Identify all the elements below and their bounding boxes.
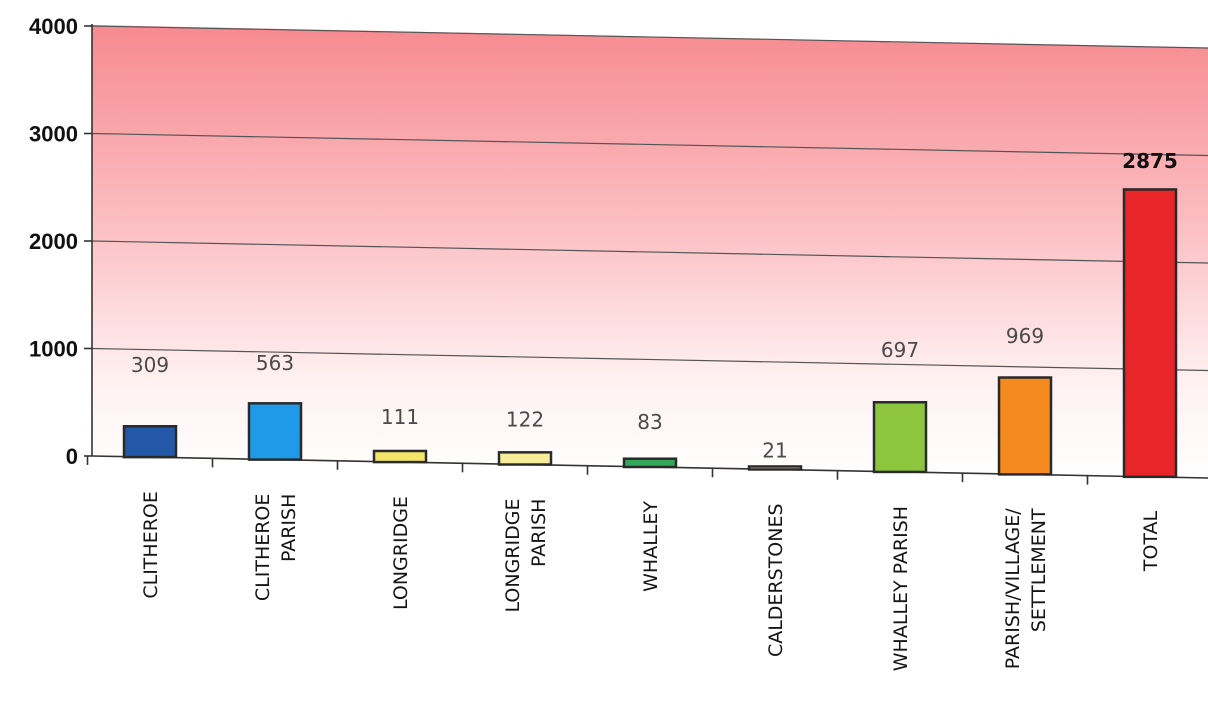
- category-label: WHALLEY PARISH: [890, 506, 912, 671]
- category-label: LONGRIDGE PARISH: [502, 499, 550, 613]
- data-label: 122: [506, 408, 544, 432]
- bar-2: [372, 449, 428, 464]
- data-label: 83: [637, 410, 662, 434]
- bar-0: [122, 425, 178, 459]
- bar-8: [1122, 188, 1178, 479]
- category-label: WHALLEY: [640, 501, 662, 592]
- gridline: [91, 25, 1208, 49]
- category-label: PARISH/VILLAGE/SETTLEMENT: [1002, 508, 1050, 669]
- data-label: 2875: [1122, 149, 1178, 173]
- gridline: [91, 240, 1208, 264]
- category-label: CLITHEROE: [140, 491, 162, 599]
- category-label: CALDERSTONES: [765, 503, 787, 657]
- bar-1: [247, 402, 303, 461]
- bar-6: [872, 400, 928, 474]
- category-labels: CLITHEROE CLITHEROE PARISH LONGRIDGE LONGRID…: [140, 491, 1162, 671]
- category-label: TOTAL: [1140, 510, 1162, 572]
- gridline: [91, 132, 1208, 157]
- y-tick-label: 1000: [29, 337, 78, 362]
- y-tick-label: 0: [66, 444, 78, 469]
- gridlines: [91, 25, 1208, 372]
- data-label: 697: [881, 338, 919, 362]
- data-label: 309: [131, 353, 169, 377]
- y-tick-label: 4000: [29, 14, 78, 39]
- bar-7: [997, 376, 1053, 476]
- data-label: 21: [762, 438, 787, 462]
- bars: [122, 188, 1178, 479]
- bar-4: [622, 457, 678, 469]
- bar-3: [497, 451, 553, 466]
- data-labels: 309 563 111 122 83 21 697 969 2875: [131, 149, 1178, 462]
- category-label: CLITHEROE PARISH: [252, 494, 300, 602]
- bar-5: [747, 465, 803, 471]
- data-label: 111: [381, 405, 419, 429]
- y-tick-label: 2000: [29, 229, 78, 254]
- category-label: LONGRIDGE: [390, 496, 412, 610]
- data-label: 969: [1006, 324, 1044, 348]
- y-tick-labels: 0 1000 2000 3000 4000: [29, 14, 78, 469]
- gridline: [91, 347, 1208, 372]
- data-label: 563: [256, 351, 294, 375]
- y-tick-label: 3000: [29, 122, 78, 147]
